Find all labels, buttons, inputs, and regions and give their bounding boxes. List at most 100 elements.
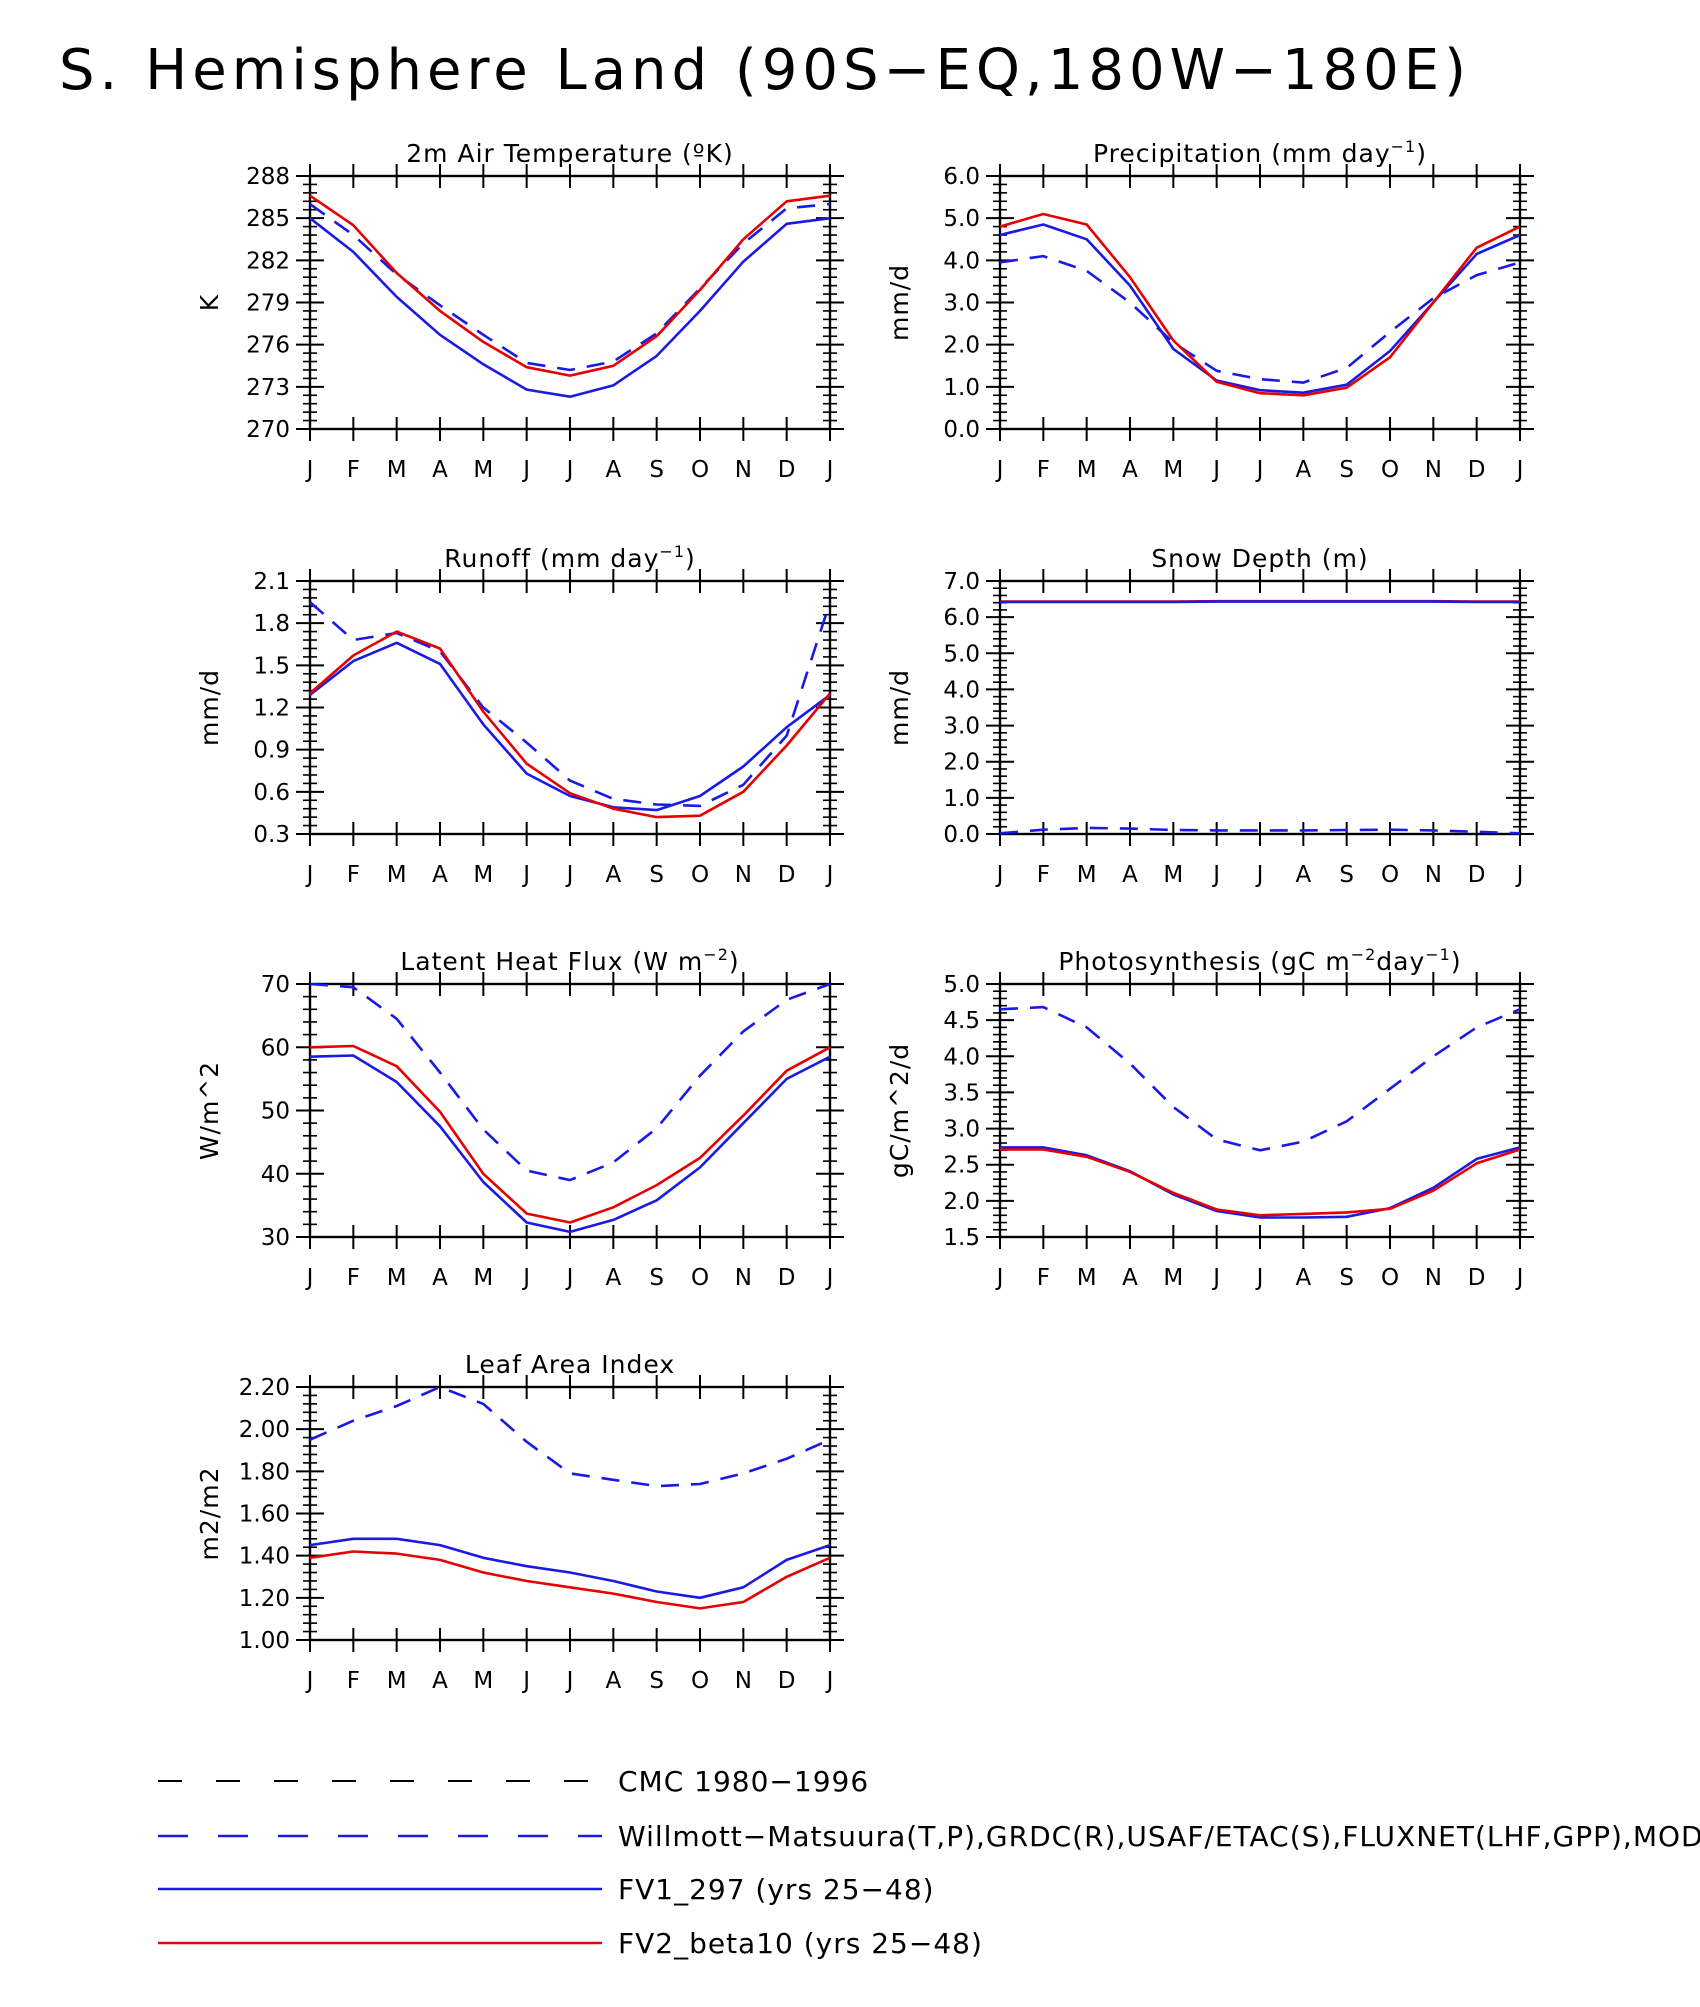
panel-title: Leaf Area Index xyxy=(465,1350,675,1379)
x-tick-label: A xyxy=(1122,1265,1138,1291)
panel-title: Runoff (mm day−1) xyxy=(444,542,696,573)
y-tick-label: 5.0 xyxy=(943,641,980,667)
series-line-red-solid xyxy=(1000,1148,1521,1217)
x-tick-label: S xyxy=(1339,862,1354,888)
y-tick-label: 7.0 xyxy=(943,569,980,595)
x-tick-label: J xyxy=(565,1265,574,1291)
series-line-blue-solid xyxy=(1000,1146,1521,1219)
x-tick-label: J xyxy=(1515,1265,1524,1291)
panel-title-text: Photosynthesis (gC m xyxy=(1058,947,1350,976)
panel-title-text: Latent Heat Flux (W m xyxy=(400,947,703,976)
y-axis-label: gC/m^2/d xyxy=(885,1043,914,1178)
x-tick-label: S xyxy=(1339,1265,1354,1291)
y-tick-label: 1.0 xyxy=(943,375,980,401)
x-tick-label: S xyxy=(649,1668,664,1694)
x-tick-label: N xyxy=(1425,1265,1442,1291)
x-tick-label: N xyxy=(735,457,752,483)
y-tick-label: 0.9 xyxy=(253,738,290,764)
x-tick-label: J xyxy=(825,862,834,888)
y-tick-label: 1.80 xyxy=(239,1459,290,1485)
y-axis-label: mm/d xyxy=(195,669,224,746)
x-tick-label: J xyxy=(825,457,834,483)
x-tick-label: J xyxy=(825,1668,834,1694)
y-tick-label: 270 xyxy=(246,417,290,443)
legend-label-3: FV2_beta10 (yrs 25−48) xyxy=(618,1927,983,1960)
y-tick-label: 4.0 xyxy=(943,677,980,703)
y-tick-label: 6.0 xyxy=(943,164,980,190)
y-tick-label: 40 xyxy=(261,1162,290,1188)
panel-title: Precipitation (mm day−1) xyxy=(1093,137,1427,168)
y-tick-label: 1.40 xyxy=(239,1544,290,1570)
series-line-blue-solid xyxy=(309,1537,831,1600)
x-tick-label: J xyxy=(521,1265,530,1291)
y-tick-label: 50 xyxy=(261,1099,290,1125)
x-tick-label: M xyxy=(387,1265,407,1291)
y-tick-label: 60 xyxy=(261,1035,290,1061)
series-line-blue-dashed xyxy=(999,1005,1521,1152)
x-tick-label: F xyxy=(347,1265,360,1291)
x-tick-label: A xyxy=(1122,862,1138,888)
x-tick-label: M xyxy=(1077,457,1097,483)
y-tick-label: 3.5 xyxy=(943,1080,980,1106)
x-tick-label: A xyxy=(605,1265,621,1291)
x-tick-label: J xyxy=(565,862,574,888)
x-tick-label: A xyxy=(432,1668,448,1694)
panel-title-end: ) xyxy=(1451,947,1462,976)
x-tick-label: O xyxy=(691,1668,709,1694)
x-tick-label: J xyxy=(565,457,574,483)
x-tick-label: O xyxy=(1381,457,1399,483)
x-tick-label: J xyxy=(305,457,314,483)
x-tick-label: S xyxy=(649,862,664,888)
series-line-blue-dashed xyxy=(309,1385,831,1488)
x-tick-label: J xyxy=(995,457,1004,483)
panel-title-mid: day xyxy=(1376,947,1425,976)
x-tick-label: M xyxy=(1077,862,1097,888)
panel-title-sup: −2 xyxy=(703,945,729,964)
x-tick-label: M xyxy=(1077,1265,1097,1291)
x-tick-label: A xyxy=(1295,1265,1311,1291)
y-tick-label: 30 xyxy=(261,1225,290,1251)
series-line-red-solid xyxy=(999,212,1521,397)
x-tick-label: A xyxy=(432,457,448,483)
x-tick-label: M xyxy=(387,1668,407,1694)
y-tick-label: 285 xyxy=(246,206,290,232)
panel-title-sup: −1 xyxy=(659,542,685,561)
series-line-red-solid xyxy=(309,1550,831,1610)
y-axis-label: mm/d xyxy=(885,669,914,746)
x-tick-label: J xyxy=(305,1668,314,1694)
x-tick-label: J xyxy=(521,862,530,888)
y-tick-label: 282 xyxy=(246,248,290,274)
y-tick-label: 4.0 xyxy=(943,1044,980,1070)
y-tick-label: 3.0 xyxy=(943,714,980,740)
x-tick-label: J xyxy=(565,1668,574,1694)
chart-panel-1: J F M A M J J A S O N D J0.01.02.03.04.05.06.0Precip… xyxy=(885,137,1534,483)
panel-title-end: ) xyxy=(1416,139,1427,168)
y-tick-label: 288 xyxy=(246,164,290,190)
y-tick-label: 1.5 xyxy=(253,653,290,679)
chart-panel-3: J F M A M J J A S O N D J0.01.02.03.04.05.06.07.0Sno… xyxy=(885,544,1534,888)
x-tick-label: F xyxy=(1037,862,1050,888)
x-tick-label: D xyxy=(778,1668,796,1694)
x-tick-label: M xyxy=(473,457,493,483)
y-tick-label: 2.0 xyxy=(943,750,980,776)
x-tick-label: J xyxy=(825,1265,834,1291)
y-tick-label: 273 xyxy=(246,375,290,401)
y-tick-label: 1.60 xyxy=(239,1502,290,1528)
series-line-blue-solid xyxy=(309,216,831,399)
x-tick-label: M xyxy=(1163,1265,1183,1291)
plot-frame xyxy=(308,174,832,431)
y-tick-label: 0.6 xyxy=(253,780,290,806)
panel-title-end: ) xyxy=(685,544,696,573)
series-line-blue-dashed xyxy=(309,982,831,1182)
y-tick-label: 1.5 xyxy=(943,1225,980,1251)
x-tick-label: N xyxy=(1425,457,1442,483)
y-tick-label: 1.2 xyxy=(253,696,290,722)
panel-title: Latent Heat Flux (W m−2) xyxy=(400,945,739,976)
x-tick-label: A xyxy=(605,457,621,483)
y-tick-label: 2.5 xyxy=(943,1153,980,1179)
x-tick-label: A xyxy=(605,862,621,888)
x-tick-label: N xyxy=(735,1668,752,1694)
legend-label-2: FV1_297 (yrs 25−48) xyxy=(618,1873,935,1906)
